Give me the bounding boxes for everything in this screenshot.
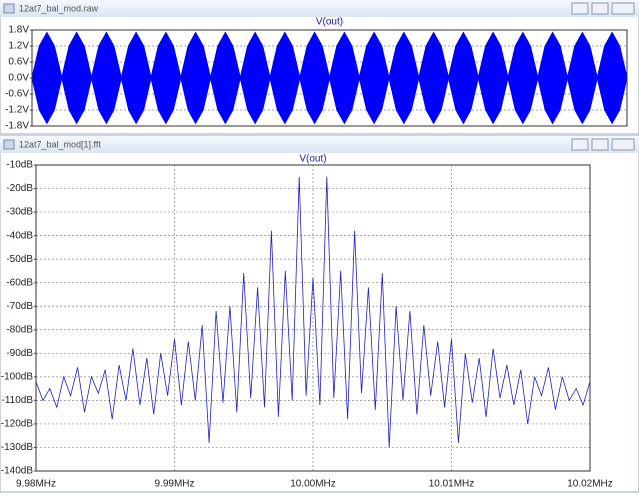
minimize-button[interactable] (571, 2, 589, 15)
y-tick-label: -1.2V (5, 105, 29, 116)
y-tick-label: -30dB (6, 207, 33, 218)
window-title: 12at7_bal_mod[1].fft (19, 139, 101, 149)
title-bar (0, 0, 639, 17)
close-button[interactable] (611, 138, 635, 151)
y-tick-label: -140dB (1, 466, 34, 477)
y-tick-label: 1.8V (8, 25, 29, 36)
spectrum-line (35, 176, 591, 448)
y-tick-label: -60dB (6, 277, 33, 288)
close-button[interactable] (611, 2, 635, 15)
y-tick-label: -90dB (6, 348, 33, 359)
y-tick-label: -110dB (1, 395, 33, 406)
y-tick-label: -120dB (1, 419, 34, 430)
y-tick-label: 0.6V (8, 57, 29, 68)
y-tick-label: -40dB (6, 230, 33, 241)
minimize-button[interactable] (571, 138, 589, 151)
plot-frame (35, 164, 591, 472)
x-tick-label: 10.02MHz (567, 479, 613, 490)
chart-title: V(out) (316, 17, 343, 28)
y-tick-label: -130dB (1, 442, 34, 453)
y-tick-label: 0.0V (8, 73, 29, 84)
y-tick-label: -70dB (6, 301, 33, 312)
window-fft: 12at7_bal_mod[1].fft (0, 135, 639, 493)
y-tick-label: -80dB (6, 324, 33, 335)
x-tick-label: 10.00MHz (290, 479, 336, 490)
window-icon (3, 139, 15, 150)
y-tick-label: -20dB (6, 183, 33, 194)
x-tick-label: 9.98MHz (16, 479, 56, 490)
x-tick-label: 10.01MHz (429, 479, 475, 490)
chart-title: V(out) (299, 154, 326, 165)
y-tick-label: 1.2V (8, 41, 29, 52)
title-bar (0, 136, 639, 153)
y-tick-label: -100dB (1, 371, 34, 382)
waveform-envelope (31, 31, 628, 79)
x-tick-label: 9.99MHz (154, 479, 194, 490)
y-tick-label: -1.8V (5, 121, 29, 132)
maximize-button[interactable] (591, 138, 609, 151)
plot-frame (31, 29, 628, 127)
y-tick-label: -10dB (6, 160, 33, 171)
window-title: 12at7_bal_mod.raw (19, 3, 99, 13)
y-tick-label: -50dB (6, 254, 33, 265)
window-icon (3, 3, 15, 14)
maximize-button[interactable] (591, 2, 609, 15)
window-frame (0, 135, 639, 493)
y-tick-label: -0.6V (5, 89, 29, 100)
